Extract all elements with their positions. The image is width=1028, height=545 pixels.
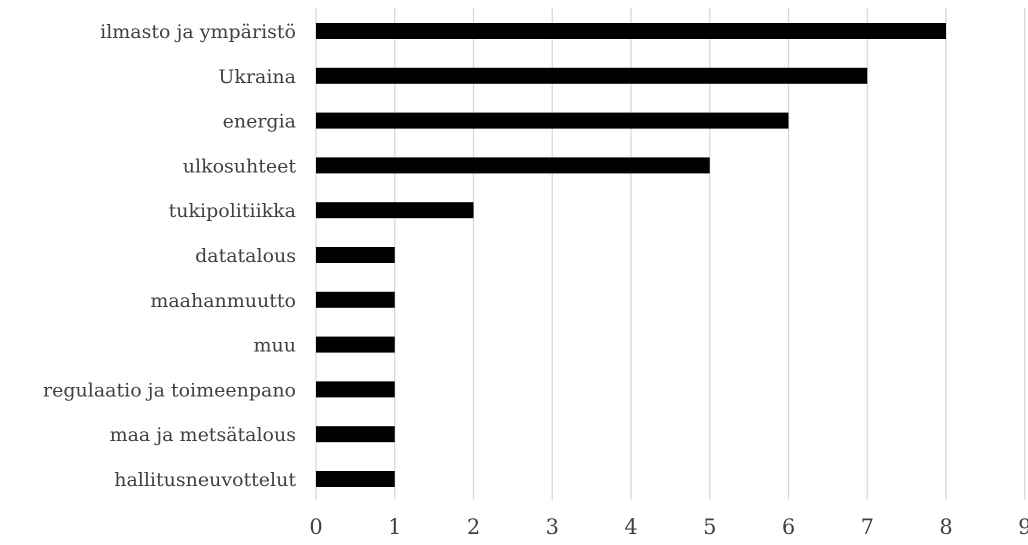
bar-10 [316,426,395,443]
bar-11 [316,471,395,487]
category-label-8: muu [254,335,297,357]
category-label-2: Ukraina [218,66,296,88]
bar-4 [316,157,710,174]
bar-9 [316,381,395,398]
gridlines [315,8,1026,500]
x-tick-labels: 0 1 2 3 4 5 6 7 8 9 [309,515,1028,539]
bar-6 [316,247,395,263]
category-label-10: maa ja metsätalous [110,424,296,446]
x-tick-label-1: 1 [388,515,401,539]
x-tick-label-4: 4 [624,515,637,539]
x-tick-label-6: 6 [782,515,795,539]
category-label-5: tukipolitiikka [169,200,296,222]
bar-8 [316,336,395,353]
x-tick-label-3: 3 [546,515,559,539]
bar-5 [316,202,474,219]
x-tick-label-5: 5 [703,515,716,539]
category-label-3: energia [223,111,296,133]
category-label-6: datatalous [195,245,296,267]
category-label-4: ulkosuhteet [183,155,297,177]
x-tick-label-7: 7 [861,515,874,539]
x-tick-label-0: 0 [309,515,322,539]
bar-2 [316,67,868,84]
bar-3 [316,112,789,129]
x-tick-label-9: 9 [1018,515,1028,539]
bars [316,23,946,487]
bar-7 [316,291,395,308]
category-label-7: maahanmuutto [150,290,296,312]
category-label-1: ilmasto ja ympäristö [100,21,296,43]
category-labels: ilmasto ja ympäristö Ukraina energia ulkosu… [43,21,296,491]
x-tick-label-2: 2 [467,515,480,539]
category-label-9: regulaatio ja toimeenpano [43,379,296,401]
category-label-11: hallitusneuvottelut [114,469,296,491]
x-tick-label-8: 8 [939,515,952,539]
bar-1 [316,23,946,39]
